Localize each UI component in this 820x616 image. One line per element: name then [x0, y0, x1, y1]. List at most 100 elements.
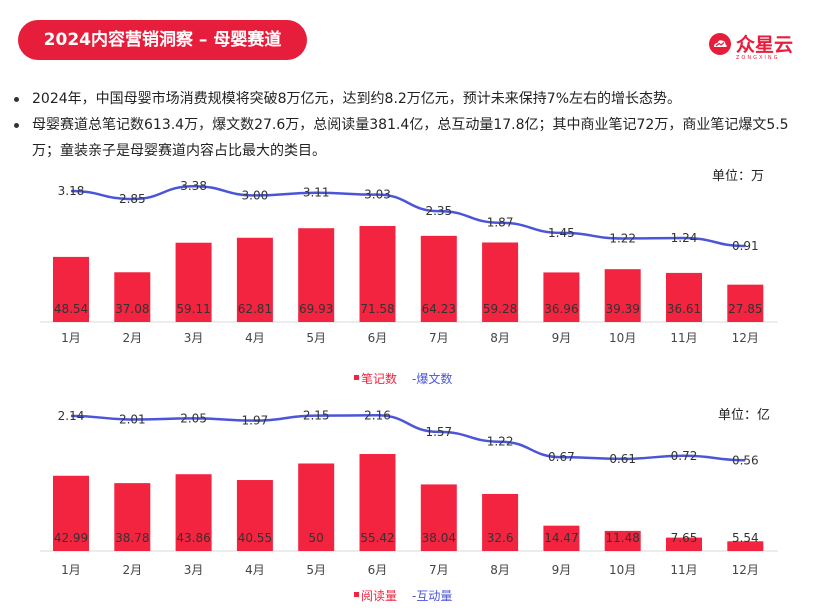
- x-tick-label: 5月: [306, 563, 326, 577]
- bullet-item: 2024年，中国母婴市场消费规模将突破8万亿元，达到约8.2万亿元，预计未来保持…: [14, 86, 804, 112]
- line-value-label: 3.18: [58, 184, 85, 198]
- bar: [175, 474, 212, 551]
- legend-item: -爆文数: [412, 371, 452, 386]
- line-value-label: 3.00: [242, 188, 269, 202]
- bar: [359, 454, 396, 551]
- bar: [298, 463, 335, 551]
- cloud-logo-icon: [709, 33, 731, 55]
- brand-subtitle: ZONGXING: [736, 55, 780, 61]
- bar-value-label: 62.81: [238, 302, 272, 316]
- unit-label: 单位：亿: [718, 408, 770, 423]
- line-value-label: 3.03: [364, 188, 391, 202]
- x-tick-label: 5月: [306, 331, 326, 345]
- bar-value-label: 38.78: [115, 531, 149, 545]
- line-value-label: 1.22: [609, 231, 636, 245]
- bar: [420, 484, 457, 551]
- x-tick-label: 2月: [122, 331, 142, 345]
- bar-value-label: 36.61: [667, 302, 701, 316]
- line-value-label: 1.57: [425, 425, 452, 439]
- x-tick-label: 7月: [429, 563, 449, 577]
- line-value-label: 1.87: [487, 216, 514, 230]
- bar-value-label: 59.11: [176, 302, 210, 316]
- bar-value-label: 5.54: [732, 531, 759, 545]
- bar: [298, 228, 335, 322]
- bar-value-label: 27.85: [728, 302, 762, 316]
- x-tick-label: 8月: [490, 563, 510, 577]
- line-value-label: 0.61: [609, 452, 636, 466]
- series-line: [70, 414, 746, 462]
- line-value-label: 1.24: [671, 231, 698, 245]
- x-tick-label: 11月: [670, 331, 697, 345]
- bar: [175, 242, 212, 322]
- bullet-item: 母婴赛道总笔记数613.4万，爆文数27.6万，总阅读量381.4亿，总互动量1…: [14, 112, 804, 164]
- line-value-label: 2.16: [364, 408, 391, 422]
- line-value-label: 2.01: [119, 413, 146, 427]
- legend-swatch: [354, 592, 359, 597]
- bar: [482, 242, 519, 322]
- line-value-label: 1.97: [242, 414, 269, 428]
- bar: [543, 525, 580, 551]
- series-line: [70, 184, 746, 248]
- x-tick-label: 12月: [732, 331, 759, 345]
- bar-value-label: 48.54: [54, 302, 88, 316]
- legend-swatch: [354, 375, 359, 380]
- bar-value-label: 11.48: [606, 531, 640, 545]
- unit-label: 单位：万: [712, 169, 764, 184]
- bar: [666, 272, 702, 322]
- page-title: 2024内容营销洞察 – 母婴赛道: [18, 20, 307, 60]
- line-value-label: 2.85: [119, 192, 146, 206]
- x-tick-label: 3月: [184, 331, 204, 345]
- x-tick-label: 1月: [61, 563, 81, 577]
- line-value-label: 2.14: [58, 409, 85, 423]
- x-tick-label: 10月: [609, 563, 636, 577]
- bar: [53, 256, 89, 322]
- bar-value-label: 50: [309, 531, 324, 545]
- bar: [604, 530, 641, 551]
- bar-value-label: 64.23: [422, 302, 456, 316]
- bar: [420, 235, 457, 322]
- bar: [236, 237, 273, 322]
- x-tick-label: 1月: [61, 331, 81, 345]
- bar: [482, 493, 519, 551]
- line-value-label: 3.11: [303, 186, 330, 200]
- bar: [666, 537, 702, 551]
- x-tick-label: 8月: [490, 331, 510, 345]
- line-value-label: 1.45: [548, 226, 575, 240]
- bar-value-label: 38.04: [422, 531, 456, 545]
- legend-item: 笔记数: [361, 371, 397, 386]
- x-tick-label: 2月: [122, 563, 142, 577]
- line-value-label: 2.35: [425, 204, 452, 218]
- bar-value-label: 69.93: [299, 302, 333, 316]
- legend-item: 阅读量: [361, 589, 397, 603]
- line-value-label: 1.22: [487, 435, 514, 449]
- bar-value-label: 7.65: [671, 531, 698, 545]
- bar: [53, 475, 89, 551]
- bar: [359, 226, 396, 322]
- line-value-label: 2.05: [180, 411, 207, 425]
- legend-item: -互动量: [412, 589, 452, 603]
- bar: [727, 541, 764, 551]
- bar-value-label: 40.55: [238, 531, 272, 545]
- bar: [114, 483, 151, 551]
- bar-value-label: 42.99: [54, 531, 88, 545]
- line-value-label: 0.67: [548, 450, 575, 464]
- x-tick-label: 3月: [184, 563, 204, 577]
- line-value-label: 0.72: [671, 449, 698, 463]
- bar-value-label: 71.58: [360, 302, 394, 316]
- line-value-label: 0.56: [732, 453, 759, 467]
- brand-logo: 众星云 ZONGXING: [708, 28, 804, 64]
- x-tick-label: 10月: [609, 331, 636, 345]
- bar-value-label: 32.6: [487, 531, 514, 545]
- bar-value-label: 43.86: [176, 531, 210, 545]
- bar: [604, 269, 641, 322]
- bar-value-label: 55.42: [360, 531, 394, 545]
- bar: [236, 480, 273, 551]
- bar-value-label: 37.08: [115, 302, 149, 316]
- bar-value-label: 36.96: [544, 302, 578, 316]
- x-tick-label: 9月: [552, 563, 572, 577]
- bar: [114, 272, 151, 322]
- bullet-text: 母婴赛道总笔记数613.4万，爆文数27.6万，总阅读量381.4亿，总互动量1…: [32, 117, 789, 159]
- brand-name: 众星云: [736, 34, 794, 56]
- bullet-text: 2024年，中国母婴市场消费规模将突破8万亿元，达到约8.2万亿元，预计未来保持…: [32, 91, 682, 107]
- x-tick-label: 11月: [670, 563, 697, 577]
